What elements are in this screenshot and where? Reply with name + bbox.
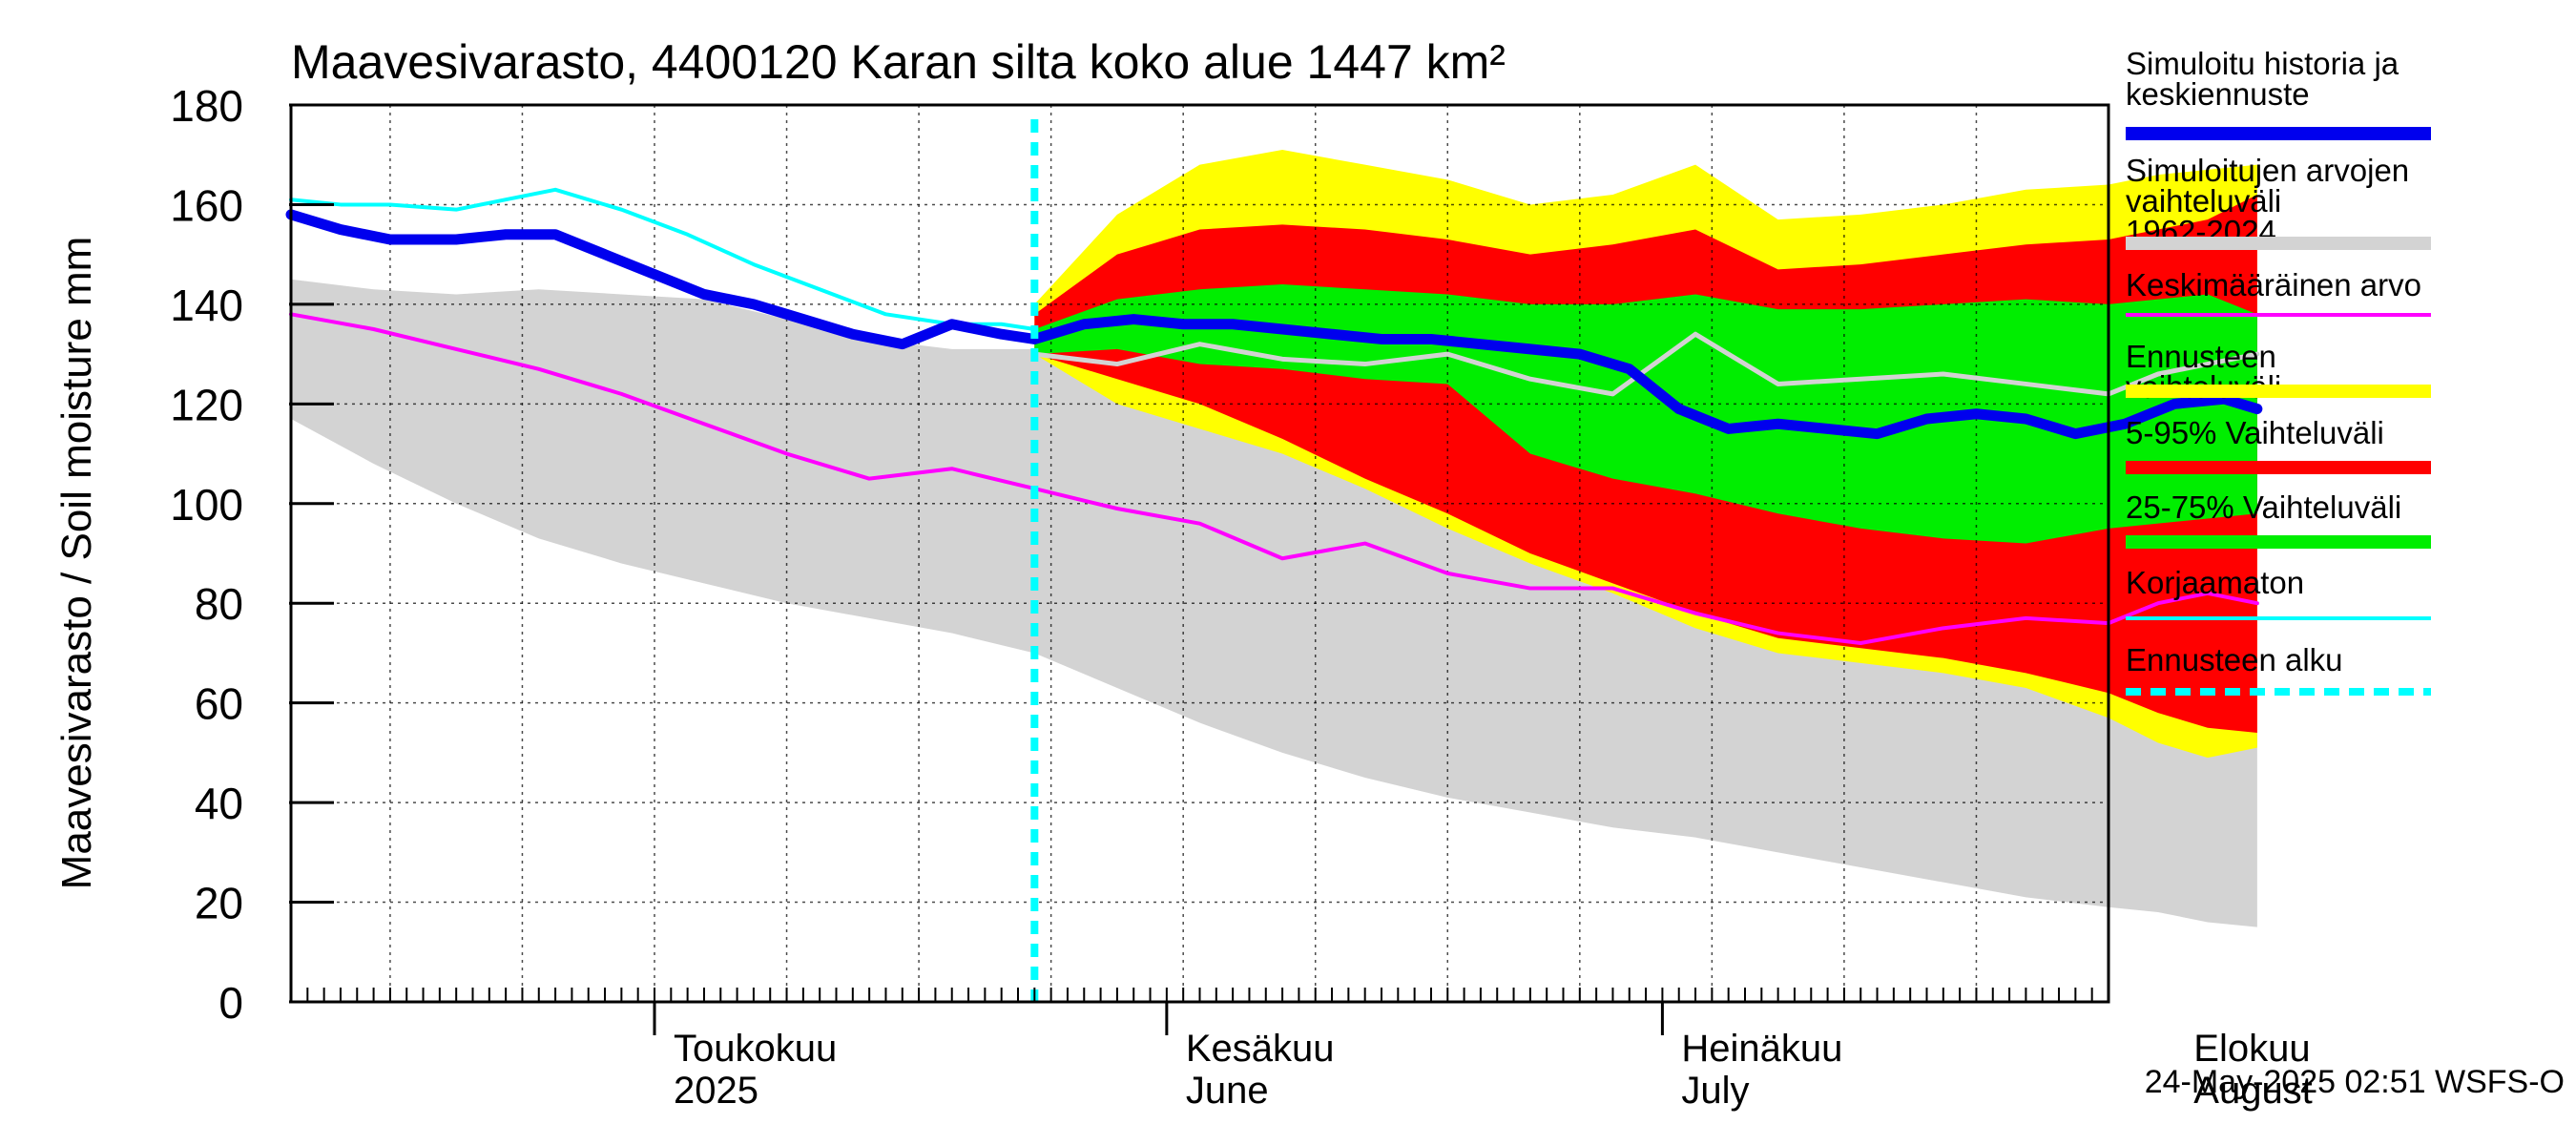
- month-label: Kesäkuu: [1186, 1028, 1335, 1070]
- uncorrected-line: [289, 187, 1037, 331]
- legend-label: Korjaamaton: [2126, 565, 2304, 600]
- y-tick-label: 140: [170, 281, 243, 330]
- legend-label: 25-75% Vaihteluväli: [2126, 489, 2401, 525]
- historical-median-line: [1031, 331, 2260, 397]
- month-label-sub: August: [2193, 1070, 2313, 1112]
- legend-label: Ennusteen: [2126, 339, 2276, 374]
- chart-title: Maavesivarasto, 4400120 Karan silta koko…: [291, 35, 1506, 89]
- timestamp: 24-May-2025 02:51 WSFS-O: [2145, 1064, 2565, 1100]
- month-label: Heinäkuu: [1681, 1028, 1842, 1070]
- y-tick-label: 100: [170, 480, 243, 530]
- y-tick-label: 160: [170, 180, 243, 230]
- central-forecast-line: [285, 209, 2263, 440]
- y-tick-label: 0: [218, 978, 243, 1028]
- legend-label: Simuloitu historia ja: [2126, 46, 2399, 81]
- month-label: Elokuu: [2193, 1028, 2310, 1070]
- legend-label: 5-95% Vaihteluväli: [2126, 415, 2384, 450]
- y-axis-label: Maavesivarasto / Soil moisture mm: [53, 237, 100, 890]
- y-tick-label: 180: [170, 81, 243, 131]
- y-tick-label: 40: [195, 779, 243, 828]
- legend-label: keskiennuste: [2126, 76, 2310, 112]
- y-tick-label: 80: [195, 579, 243, 629]
- legend-label: vaihteluväli: [2126, 183, 2281, 219]
- month-label-sub: July: [1681, 1070, 1749, 1112]
- month-label: Toukokuu: [674, 1028, 837, 1070]
- legend-label: Keskimääräinen arvo: [2126, 267, 2421, 302]
- y-tick-label: 120: [170, 380, 243, 429]
- month-label-sub: June: [1186, 1070, 1269, 1112]
- legend-label: Ennusteen alku: [2126, 642, 2343, 677]
- month-label-sub: 2025: [674, 1070, 758, 1112]
- y-tick-label: 60: [195, 679, 243, 729]
- p25-75-band: [1034, 284, 2257, 544]
- legend-label: Simuloitujen arvojen: [2126, 153, 2409, 188]
- y-tick-label: 20: [195, 879, 243, 928]
- mean-line: [289, 312, 2259, 645]
